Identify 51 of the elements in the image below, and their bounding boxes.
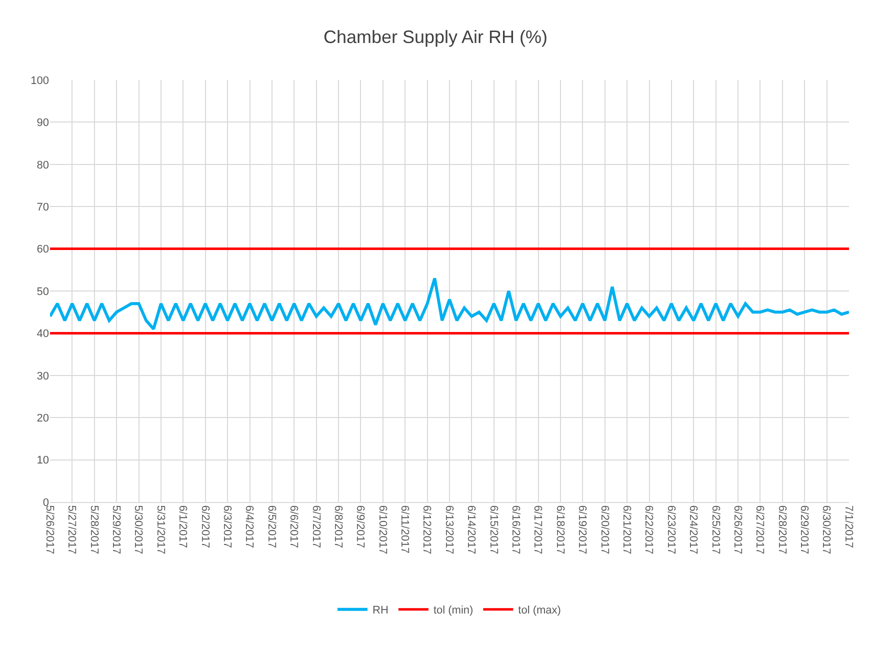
- x-tick-label: 6/26/2017: [731, 505, 744, 554]
- y-tick-label: 10: [36, 454, 49, 467]
- x-tick-label: 5/30/2017: [132, 505, 144, 554]
- x-tick-label: 6/4/2017: [243, 505, 256, 548]
- x-tick-label: 6/9/2017: [354, 505, 366, 548]
- x-tick-label: 6/29/2017: [798, 505, 810, 554]
- y-tick-label: 50: [36, 286, 49, 298]
- y-tick-label: 30: [36, 370, 49, 382]
- x-tick-label: 6/19/2017: [576, 505, 588, 554]
- x-tick-label: 6/17/2017: [532, 505, 544, 554]
- x-tick-label: 6/11/2017: [398, 505, 411, 554]
- x-tick-label: 6/20/2017: [598, 505, 610, 554]
- x-tick-label: 6/16/2017: [510, 505, 522, 554]
- x-tick-label: 6/1/2017: [176, 505, 189, 548]
- chart-title: Chamber Supply Air RH (%): [323, 26, 548, 47]
- y-tick-label: 40: [36, 328, 49, 340]
- x-tick-label: 5/29/2017: [110, 505, 122, 554]
- x-tick-label: 6/7/2017: [310, 505, 322, 548]
- x-tick-label: 6/8/2017: [332, 505, 344, 548]
- x-tick-label: 6/18/2017: [554, 505, 566, 554]
- x-tick-label: 6/22/2017: [642, 505, 655, 554]
- x-tick-label: 6/2/2017: [198, 505, 211, 548]
- line-series: [50, 276, 849, 330]
- x-tick-label: 6/3/2017: [220, 505, 233, 548]
- x-tick-label: 6/25/2017: [709, 505, 722, 554]
- x-tick-label: 7/1/2017: [842, 505, 854, 548]
- x-tick-label: 6/30/2017: [820, 505, 832, 554]
- x-tick-label: 6/24/2017: [687, 505, 700, 554]
- x-tick-label: 6/13/2017: [442, 505, 455, 554]
- x-tick-label: 6/10/2017: [376, 505, 388, 554]
- y-tick-label: 60: [36, 244, 49, 256]
- x-tick-label: 6/6/2017: [288, 505, 300, 548]
- x-tick-label: 6/14/2017: [465, 505, 478, 554]
- x-tick-label: 6/12/2017: [420, 505, 433, 554]
- x-tick-label: 5/27/2017: [66, 505, 78, 554]
- x-tick-label: 6/23/2017: [664, 505, 677, 554]
- legend-label: tol (max): [518, 604, 561, 617]
- x-tick-label: 6/15/2017: [487, 505, 500, 554]
- y-tick-label: 70: [36, 201, 49, 214]
- x-tick-label: 6/27/2017: [754, 505, 766, 554]
- y-tick-label: 100: [30, 74, 49, 87]
- legend-label: tol (min): [433, 604, 474, 617]
- y-tick-label: 20: [36, 412, 49, 424]
- x-tick-label: 5/31/2017: [154, 505, 166, 554]
- y-tick-label: 80: [36, 159, 49, 172]
- x-tick-label: 6/28/2017: [776, 505, 788, 554]
- x-tick-label: 6/21/2017: [620, 505, 632, 554]
- legend-label: RH: [372, 604, 388, 617]
- y-tick-label: 90: [36, 117, 49, 130]
- x-tick-label: 5/28/2017: [88, 505, 100, 554]
- x-tick-label: 6/5/2017: [265, 505, 278, 548]
